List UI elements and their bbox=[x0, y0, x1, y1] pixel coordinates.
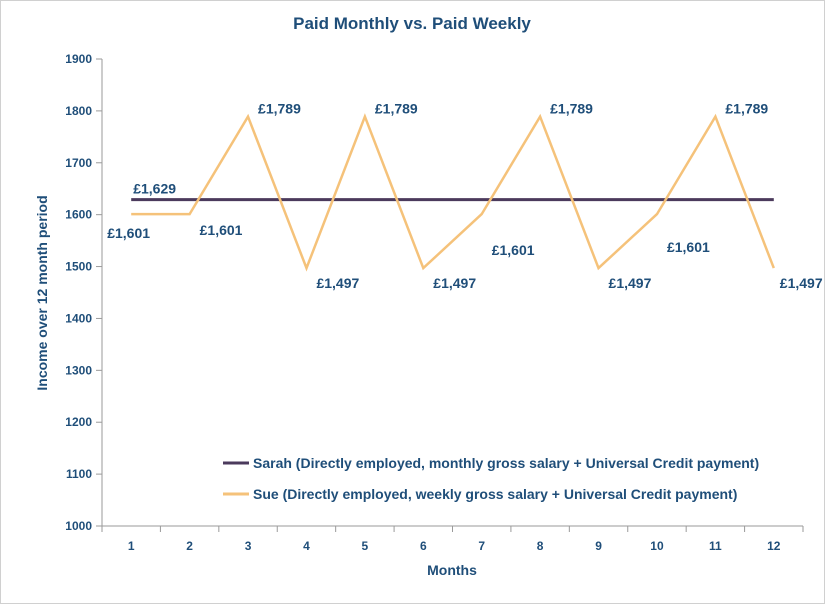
y-tick-label: 1700 bbox=[65, 156, 92, 170]
data-label: £1,601 bbox=[667, 239, 710, 255]
x-tick-label: 2 bbox=[186, 539, 193, 553]
x-tick-label: 9 bbox=[595, 539, 602, 553]
x-tick-label: 3 bbox=[245, 539, 252, 553]
y-tick-label: 1000 bbox=[65, 519, 92, 533]
data-labels: £1,629 £1,601 £1,601 £1,789 £1,497 £1,789 £1,4… bbox=[107, 101, 823, 292]
data-label: £1,601 bbox=[107, 225, 150, 241]
data-label: £1,601 bbox=[200, 222, 243, 238]
y-tick-label: 1100 bbox=[66, 467, 92, 481]
chart-title: Paid Monthly vs. Paid Weekly bbox=[293, 14, 531, 33]
y-axis-label: Income over 12 month period bbox=[34, 195, 50, 390]
y-tick-label: 1900 bbox=[65, 52, 92, 66]
x-axis-label: Months bbox=[427, 562, 477, 578]
x-tick-label: 6 bbox=[420, 539, 427, 553]
legend-entry: Sarah (Directly employed, monthly gross … bbox=[253, 455, 759, 471]
x-tick-label: 12 bbox=[767, 539, 781, 553]
y-tick-label: 1800 bbox=[65, 104, 92, 118]
x-tick-label: 8 bbox=[537, 539, 544, 553]
x-tick-label: 10 bbox=[650, 539, 664, 553]
y-tick-label: 1300 bbox=[65, 363, 92, 377]
y-tick-label: 1400 bbox=[65, 311, 92, 325]
legend-entry: Sue (Directly employed, weekly gross sal… bbox=[253, 486, 737, 502]
x-tick-label: 7 bbox=[478, 539, 485, 553]
data-label: £1,789 bbox=[258, 101, 301, 117]
x-tick-label: 11 bbox=[709, 539, 722, 553]
y-tick-label: 1500 bbox=[65, 260, 92, 274]
data-label: £1,497 bbox=[780, 275, 823, 291]
y-tick-label: 1200 bbox=[65, 415, 92, 429]
series-line-sue bbox=[131, 113, 775, 272]
series-layer bbox=[131, 113, 775, 272]
legend: Sarah (Directly employed, monthly gross … bbox=[223, 455, 759, 502]
x-tick-label: 4 bbox=[303, 539, 310, 553]
data-label: £1,601 bbox=[492, 242, 535, 258]
data-label: £1,497 bbox=[609, 275, 652, 291]
x-tick-label: 1 bbox=[128, 539, 135, 553]
x-tick-label: 5 bbox=[362, 539, 369, 553]
data-label: £1,497 bbox=[433, 275, 476, 291]
data-label: £1,789 bbox=[375, 101, 418, 117]
data-label: £1,789 bbox=[550, 101, 593, 117]
data-label: £1,789 bbox=[725, 101, 768, 117]
data-label: £1,629 bbox=[133, 181, 176, 197]
data-label: £1,497 bbox=[316, 275, 359, 291]
axes: 1000 1100 1200 1300 1400 1500 1600 1700 1800 1900… bbox=[65, 52, 804, 553]
y-tick-label: 1600 bbox=[65, 208, 92, 222]
